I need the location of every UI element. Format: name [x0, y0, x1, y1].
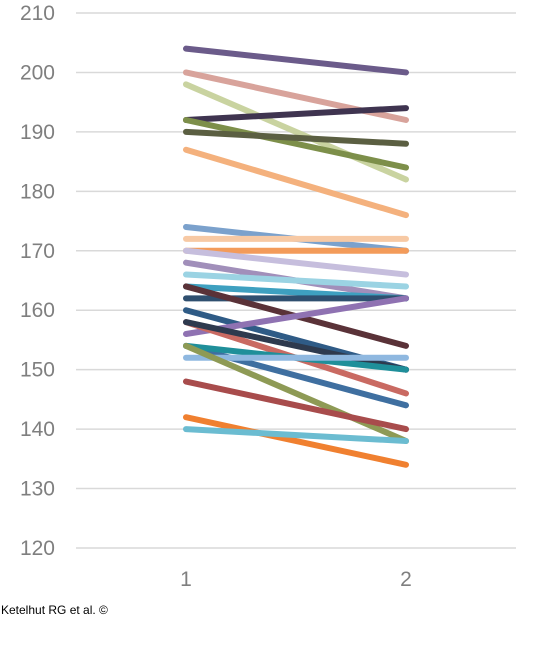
y-tick-label: 140	[20, 418, 55, 441]
series-line-7	[183, 146, 409, 219]
series-line-1	[183, 45, 409, 76]
y-tick-label: 160	[20, 299, 55, 322]
series-line-3	[183, 81, 409, 183]
y-tick-label: 170	[20, 240, 55, 263]
credit-text: Ketelhut RG et al. ©	[1, 603, 108, 617]
y-tick-label: 210	[20, 2, 55, 25]
y-tick-label: 120	[20, 537, 55, 560]
x-tick-label: 1	[180, 568, 192, 591]
series-line-6	[183, 128, 409, 147]
series-line-25	[183, 378, 409, 433]
y-tick-label: 190	[20, 121, 55, 144]
series-line-11	[183, 247, 409, 278]
y-tick-label: 130	[20, 478, 55, 501]
y-tick-label: 180	[20, 180, 55, 203]
y-axis-tick-labels: 120 130 140 150 160 170 180 190 200 210	[20, 2, 55, 560]
y-tick-label: 200	[20, 61, 55, 84]
y-tick-label: 150	[20, 359, 55, 382]
series-line-27	[183, 426, 409, 444]
x-tick-label: 2	[400, 568, 412, 591]
series-line-26	[183, 414, 409, 468]
series-lines	[183, 45, 409, 468]
series-line-5	[183, 117, 409, 171]
series-line-20	[183, 319, 409, 373]
series-line-13	[183, 271, 409, 290]
series-line-24	[183, 342, 409, 444]
series-line-4	[183, 105, 409, 123]
